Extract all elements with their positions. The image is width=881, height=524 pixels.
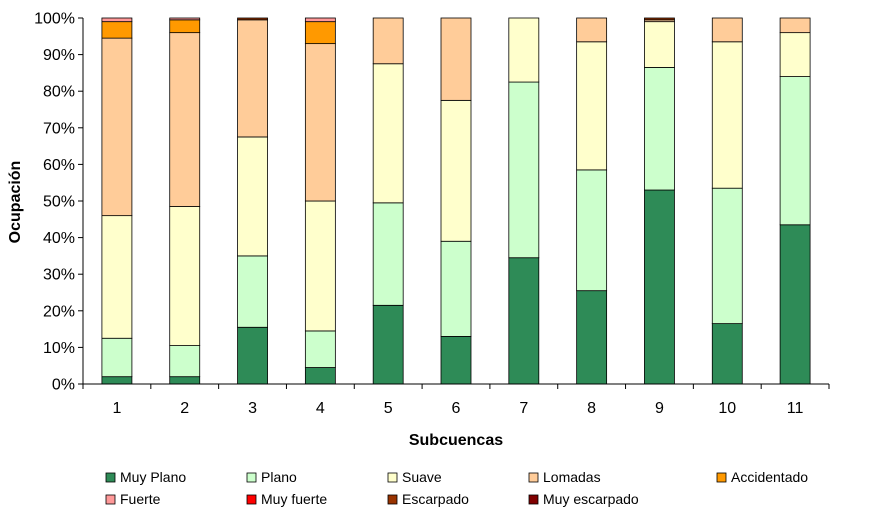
legend-label: Escarpado (402, 491, 469, 507)
bar-segment-11-series-1 (779, 224, 811, 385)
bar-segment-11-series-2 (779, 76, 811, 226)
x-tick-label: 3 (248, 400, 257, 417)
y-tick-label: 50% (43, 194, 75, 211)
y-axis-title: Ocupación (7, 161, 24, 244)
bar-segment-8-series-3 (576, 41, 608, 171)
bar-segment-2-series-1 (169, 376, 201, 385)
bar-segment-9-series-1 (644, 189, 675, 385)
legend-label: Lomadas (543, 469, 601, 485)
bar-segment-2-series-3 (169, 206, 201, 346)
bar-segment-9-series-8 (644, 17, 675, 21)
legend-label: Muy escarpado (543, 491, 639, 507)
legend-swatch (246, 494, 257, 505)
bar-segment-6-series-4 (440, 17, 472, 101)
y-tick-label: 90% (43, 47, 75, 64)
bar-segment-6-series-3 (440, 99, 472, 242)
bar-segment-3-series-1 (237, 326, 268, 385)
y-tick-label: 10% (43, 340, 75, 357)
bar-segment-8-series-4 (576, 17, 608, 43)
legend-swatch (105, 494, 116, 505)
x-tick-label: 2 (180, 400, 189, 417)
bar-segment-3-series-3 (237, 136, 268, 257)
x-tick-label: 11 (787, 400, 804, 417)
x-tick-label: 5 (384, 400, 393, 417)
y-tick-label: 80% (43, 84, 75, 101)
y-tick-label: 0% (52, 377, 75, 394)
bar-segment-1-series-2 (101, 337, 133, 378)
bar-segment-2-series-6 (169, 17, 201, 21)
legend-swatch (387, 472, 398, 483)
legend-swatch (246, 472, 257, 483)
y-tick-label: 60% (43, 157, 75, 174)
bar-segment-3-series-8 (237, 17, 268, 21)
bar-segment-11-series-3 (779, 32, 811, 77)
legend-swatch (387, 494, 398, 505)
bar-segment-10-series-4 (711, 17, 743, 43)
bar-segment-7-series-1 (508, 257, 540, 385)
bar-segment-8-series-1 (576, 290, 608, 385)
bar-segment-3-series-4 (237, 19, 268, 138)
legend-label: Muy Plano (120, 469, 186, 485)
bar-segment-6-series-1 (440, 336, 472, 385)
bar-segment-5-series-2 (372, 202, 404, 306)
bar-segment-1-series-6 (101, 17, 133, 23)
bar-segment-7-series-2 (508, 81, 540, 259)
bar-segment-4-series-5 (304, 21, 336, 45)
bar-segment-5-series-3 (372, 63, 404, 204)
bar-segment-5-series-1 (372, 304, 404, 385)
bar-segment-1-series-3 (101, 215, 133, 339)
y-tick-label: 70% (43, 120, 75, 137)
bars-layer (101, 17, 811, 385)
bar-segment-9-series-3 (644, 21, 675, 68)
bar-segment-4-series-2 (304, 330, 336, 368)
legend-swatch (716, 472, 727, 483)
bar-segment-1-series-5 (101, 21, 133, 39)
bar-segment-1-series-4 (101, 37, 133, 217)
x-tick-label: 8 (587, 400, 596, 417)
bar-segment-2-series-2 (169, 345, 201, 378)
legend-label: Muy fuerte (261, 491, 327, 507)
legend-swatch (528, 494, 539, 505)
bar-segment-6-series-2 (440, 240, 472, 337)
bar-segment-2-series-4 (169, 32, 201, 207)
bar-segment-10-series-3 (711, 41, 743, 189)
legend-swatch (528, 472, 539, 483)
y-tick-label: 100% (34, 11, 75, 28)
bar-segment-4-series-1 (304, 367, 336, 385)
x-tick-label: 6 (452, 400, 461, 417)
legend: Muy Plano Plano Suave Lomadas Accidentado Fue… (105, 469, 808, 507)
bar-segment-5-series-4 (372, 17, 404, 65)
legend-label: Accidentado (731, 469, 808, 485)
x-tick-label: 10 (718, 400, 736, 417)
legend-label: Fuerte (120, 491, 161, 507)
bar-segment-10-series-1 (711, 323, 743, 385)
legend-label: Suave (402, 469, 442, 485)
legend-swatch (105, 472, 116, 483)
bar-segment-9-series-2 (644, 67, 675, 191)
bar-segment-11-series-4 (779, 17, 811, 34)
x-tick-label: 7 (519, 400, 528, 417)
bar-segment-4-series-4 (304, 43, 336, 202)
bar-segment-2-series-5 (169, 19, 201, 34)
bar-segment-3-series-2 (237, 255, 268, 328)
x-tick-label: 4 (316, 400, 325, 417)
axes-layer: 0% 10% 20% 30% 40% 50% 60% 70% 80% 90% 100% 1 2 3 4 5 6 7… (34, 11, 830, 417)
x-axis-title: Subcuencas (409, 432, 503, 449)
legend-label: Plano (261, 469, 297, 485)
bar-segment-8-series-2 (576, 169, 608, 292)
x-tick-label: 9 (655, 400, 664, 417)
bar-segment-10-series-2 (711, 187, 743, 325)
bar-segment-4-series-6 (304, 17, 336, 23)
y-tick-label: 40% (43, 230, 75, 247)
y-tick-label: 30% (43, 267, 75, 284)
x-tick-label: 1 (112, 400, 121, 417)
y-tick-label: 20% (43, 303, 75, 320)
bar-segment-1-series-1 (101, 376, 133, 385)
bar-segment-7-series-3 (508, 17, 540, 83)
bar-segment-4-series-3 (304, 200, 336, 332)
